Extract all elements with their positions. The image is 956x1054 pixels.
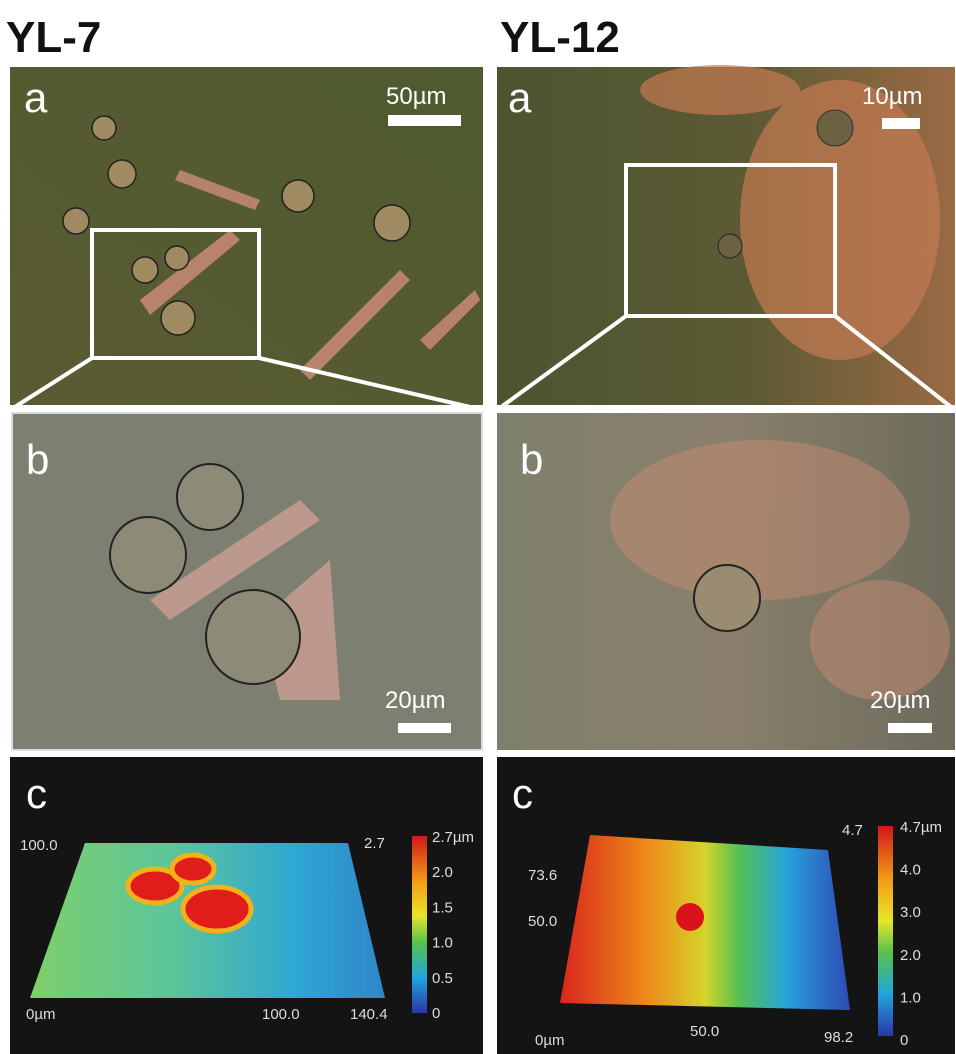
scale-label: 50µm [386,83,447,110]
pit [718,234,742,258]
colorbar-label: 4.7µm [900,819,942,836]
y-axis-label: 73.6 [528,867,557,884]
scale-bar [398,723,451,733]
x-axis-label: 50.0 [690,1023,719,1040]
colorbar-label: 2.7µm [432,829,474,846]
z-max-label: 4.7 [842,822,863,839]
panel-label: c [26,770,47,817]
y-axis-label: 50.0 [528,913,557,930]
pit [694,565,760,631]
colorbar [878,826,893,1036]
column-title: YL-7 [6,13,101,62]
colorbar-label: 0.5 [432,970,453,987]
x-axis-label: 0µm [26,1006,55,1023]
colorbar-label: 0 [432,1005,440,1022]
colorbar [412,836,427,1013]
colorbar-label: 1.0 [432,935,453,952]
panel-label: b [520,436,543,483]
y-axis-label: 100.0 [20,837,58,854]
x-axis-label: 0µm [535,1032,564,1049]
figure: YL-7 YL-12 a 50µm a 10µm b 20µm b 20µm c… [0,0,956,1054]
panel-label: c [512,770,533,817]
x-axis-label: 140.4 [350,1006,388,1023]
colorbar-label: 0 [900,1032,908,1049]
surface [560,835,850,1010]
pit [817,110,853,146]
panel-label: b [26,436,49,483]
scale-label: 10µm [862,83,923,110]
scale-bar [882,118,920,129]
column-title: YL-12 [500,13,620,62]
colorbar-label: 2.0 [900,947,921,964]
colorbar-label: 3.0 [900,904,921,921]
scale-label: 20µm [870,687,931,714]
scale-bar [388,115,461,126]
panel-label: a [24,74,48,121]
colorbar-label: 4.0 [900,862,921,879]
panel-label: a [508,74,532,121]
colorbar-label: 1.5 [432,899,453,916]
z-max-label: 2.7 [364,835,385,852]
scale-bar [888,723,932,733]
scale-label: 20µm [385,687,446,714]
pit [676,903,704,931]
x-axis-label: 100.0 [262,1006,300,1023]
colorbar-label: 1.0 [900,989,921,1006]
x-axis-label: 98.2 [824,1029,853,1046]
colorbar-label: 2.0 [432,864,453,881]
